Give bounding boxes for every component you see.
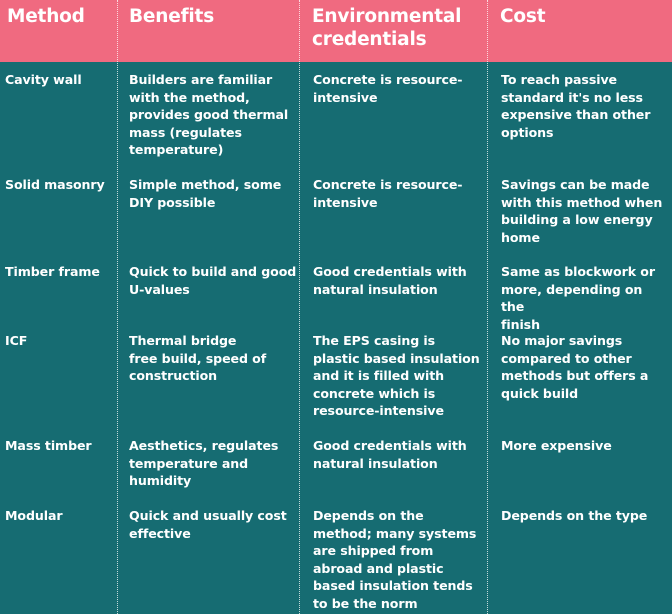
- cell-cost: Same as blockwork or more, depending on …: [501, 264, 655, 332]
- column-divider: [117, 0, 118, 614]
- cell-cost: More expensive: [501, 438, 612, 453]
- cell-environmental: Depends on the method; many systems are …: [313, 508, 477, 611]
- cell-environmental: Good credentials with natural insulation: [313, 264, 467, 297]
- column-divider: [299, 0, 300, 614]
- cell-method: Solid masonry: [5, 177, 105, 192]
- column-divider: [487, 0, 488, 614]
- header-environmental-credentials: Environmental credentials: [312, 6, 462, 50]
- cell-benefits: Aesthetics, regulates temperature and hu…: [129, 438, 279, 488]
- cell-benefits: Thermal bridge free build, speed of cons…: [129, 333, 267, 383]
- cell-method: ICF: [5, 333, 28, 348]
- cell-environmental: Concrete is resource- intensive: [313, 177, 463, 210]
- cell-cost: Savings can be made with this method whe…: [501, 177, 663, 245]
- cell-benefits: Builders are familiar with the method, p…: [129, 72, 289, 157]
- cell-benefits: Simple method, some DIY possible: [129, 177, 282, 210]
- header-benefits: Benefits: [129, 6, 215, 27]
- cell-method: Cavity wall: [5, 72, 82, 87]
- cell-environmental: The EPS casing is plastic based insulati…: [313, 333, 480, 418]
- cell-method: Timber frame: [5, 264, 100, 279]
- cell-cost: To reach passive standard it's no less e…: [501, 72, 651, 140]
- cell-cost: No major savings compared to other metho…: [501, 333, 649, 401]
- cell-benefits: Quick to build and good U-values: [129, 264, 297, 297]
- cell-method: Mass timber: [5, 438, 92, 453]
- cell-cost: Depends on the type: [501, 508, 648, 523]
- cell-benefits: Quick and usually cost effective: [129, 508, 287, 541]
- cell-environmental: Concrete is resource- intensive: [313, 72, 463, 105]
- header-cost: Cost: [500, 6, 546, 27]
- cell-method: Modular: [5, 508, 63, 523]
- table-header: Method Benefits Environmental credential…: [0, 0, 672, 62]
- cell-environmental: Good credentials with natural insulation: [313, 438, 467, 471]
- header-method: Method: [7, 6, 85, 27]
